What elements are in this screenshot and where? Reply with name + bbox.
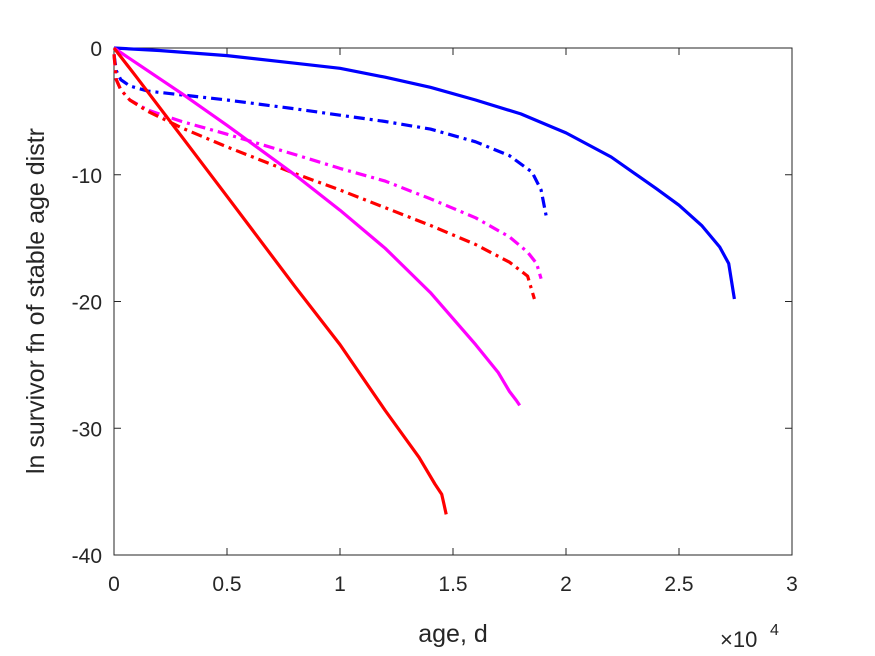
series-layer bbox=[112, 46, 736, 515]
y-tick-label: -30 bbox=[72, 418, 102, 441]
x-tick-label: 0 bbox=[108, 573, 120, 596]
y-axis-ticks: 0 -10 -20 -30 -40 bbox=[72, 38, 792, 568]
x-tick-label: 2.5 bbox=[664, 573, 693, 596]
x-exponent-base: ×10 bbox=[720, 627, 757, 652]
series-line-3 bbox=[112, 54, 543, 280]
x-tick-label: 2 bbox=[560, 573, 572, 596]
y-tick-label: -20 bbox=[72, 292, 102, 315]
x-axis-ticks: 0 0.5 1 1.5 2 2.5 3 bbox=[108, 48, 798, 596]
series-line-2 bbox=[112, 54, 549, 220]
x-tick-label: 1.5 bbox=[438, 573, 467, 596]
y-axis-label: ln survivor fn of stable age distr bbox=[22, 128, 50, 474]
series-line-1 bbox=[113, 46, 736, 300]
x-exponent-power: 4 bbox=[770, 622, 779, 639]
x-exponent-label: ×10 4 bbox=[720, 622, 779, 652]
plot-area bbox=[113, 47, 793, 556]
series-line-6 bbox=[112, 47, 448, 515]
x-tick-label: 0.5 bbox=[212, 573, 241, 596]
x-tick-label: 3 bbox=[786, 573, 798, 596]
y-tick-label: -40 bbox=[72, 545, 102, 568]
y-tick-label: 0 bbox=[90, 38, 102, 61]
x-axis-label: age, d bbox=[418, 620, 488, 648]
series-line-4 bbox=[112, 54, 536, 300]
y-tick-label: -10 bbox=[72, 165, 102, 188]
series-line-5 bbox=[113, 46, 522, 407]
x-tick-label: 1 bbox=[334, 573, 346, 596]
